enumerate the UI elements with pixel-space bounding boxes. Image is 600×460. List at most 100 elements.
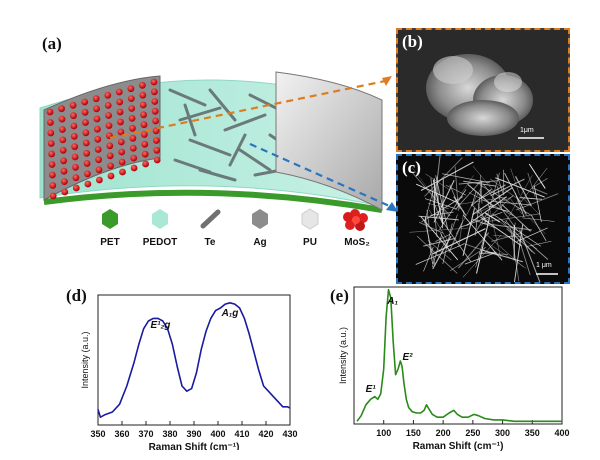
- nanowire: [430, 177, 438, 238]
- nanowire: [421, 196, 464, 223]
- peak-annotation: E²: [402, 352, 413, 363]
- legend-pu: PU: [303, 237, 317, 248]
- nanowire: [516, 193, 559, 211]
- mos2-bead: [96, 176, 103, 184]
- mos2-bead: [106, 152, 114, 160]
- nanowire: [492, 213, 541, 247]
- nanowire: [449, 246, 486, 272]
- x-tick-label: 420: [258, 429, 273, 439]
- nanowire: [506, 228, 536, 255]
- y-axis-label: Intensity (a.u.): [338, 327, 348, 384]
- nanowire: [519, 208, 546, 235]
- mos2-bead: [106, 142, 114, 150]
- nanowire: [411, 171, 451, 217]
- x-tick-label: 380: [162, 429, 177, 439]
- nanowire: [424, 219, 436, 266]
- x-tick-label: 100: [376, 428, 391, 438]
- mos2-bead: [139, 81, 146, 89]
- nanowire: [522, 217, 555, 222]
- legend-te: Te: [204, 237, 216, 248]
- mos2-bead: [60, 157, 67, 165]
- mos2-bead: [93, 115, 101, 123]
- nanowire: [480, 216, 523, 247]
- nanowire: [520, 197, 543, 200]
- device-schematic: [39, 71, 398, 213]
- nanowire: [479, 251, 495, 255]
- nanowire: [442, 223, 453, 264]
- mos2-bead: [94, 125, 101, 133]
- mos2-bead: [127, 85, 135, 93]
- raman-chart-d: 350 360 370 380 390 400 410 420 430 Raman Shift (…: [80, 294, 298, 450]
- series-line: [356, 288, 562, 423]
- mos2-bead: [92, 95, 100, 103]
- nanowire: [455, 186, 483, 235]
- mos2-bead: [94, 146, 102, 153]
- panel-label-e: (e): [330, 286, 349, 305]
- x-tick-label: 370: [138, 429, 153, 439]
- nanowire: [463, 214, 503, 261]
- x-tick-label: 350: [90, 429, 105, 439]
- mos2-bead: [72, 163, 79, 171]
- nanowire: [435, 175, 449, 230]
- nanowire: [480, 174, 483, 204]
- nanowire: [472, 186, 514, 216]
- nanowire: [485, 213, 540, 223]
- nanowire: [418, 221, 444, 234]
- peak-annotation: A₁g: [221, 308, 239, 319]
- plot-frame: [353, 286, 563, 425]
- nanowire: [476, 246, 486, 264]
- mos2-bead: [105, 112, 112, 119]
- nanowire: [424, 157, 463, 197]
- nanowire: [491, 233, 522, 242]
- mos2-bead: [59, 136, 67, 144]
- nanowire: [435, 233, 451, 242]
- mos2-bead: [142, 160, 149, 168]
- nanowire: [463, 180, 497, 187]
- mos2-bead: [105, 122, 113, 129]
- mos2-bead: [47, 129, 55, 137]
- legend-ag: Ag: [253, 237, 267, 248]
- mos2-bead: [115, 88, 123, 96]
- nanowire: [454, 166, 459, 211]
- x-tick-label: 250: [465, 428, 480, 438]
- nanowire: [509, 197, 523, 215]
- nanowire: [467, 183, 495, 208]
- mos2-bead: [72, 174, 80, 182]
- mos2-bead: [47, 119, 54, 126]
- mos2-bead: [84, 180, 92, 188]
- x-tick-label: 150: [406, 428, 421, 438]
- mos2-bead: [150, 78, 158, 86]
- mos2-bead: [139, 101, 147, 109]
- mos2-bead: [139, 91, 147, 99]
- x-tick-label: 430: [282, 429, 297, 439]
- mos2-bead: [128, 105, 136, 112]
- mos2-bead: [93, 105, 100, 113]
- mos2-bead: [82, 129, 90, 137]
- mos2-bead: [141, 131, 148, 138]
- x-axis-label: Raman Shift (cm⁻¹): [149, 442, 240, 450]
- mos2-bead: [153, 146, 161, 154]
- x-tick-label: 390: [186, 429, 201, 439]
- mos2-bead: [69, 101, 77, 109]
- mos2-bead: [83, 160, 91, 167]
- scale-bar-label-c: 1 μm: [536, 262, 552, 269]
- nanowire: [462, 234, 502, 278]
- mos2-bead: [141, 150, 149, 158]
- x-tick-label: 300: [495, 428, 510, 438]
- nanowire: [450, 214, 458, 234]
- nanowire: [423, 237, 456, 247]
- nanowire: [464, 251, 497, 265]
- nanowire: [510, 227, 520, 282]
- mos2-bead: [116, 108, 124, 116]
- pet-hexagon-icon: [102, 209, 118, 229]
- mos2-bead: [72, 184, 80, 192]
- te-nanowire-image: [398, 156, 568, 282]
- mos2-bead: [118, 148, 126, 156]
- x-tick-label: 400: [210, 429, 225, 439]
- mos2-bead: [95, 166, 103, 174]
- nanowire: [470, 188, 492, 207]
- nanowire: [490, 178, 522, 202]
- mos2-bead: [118, 158, 126, 166]
- nanowire: [498, 220, 538, 250]
- nanowire: [462, 208, 476, 256]
